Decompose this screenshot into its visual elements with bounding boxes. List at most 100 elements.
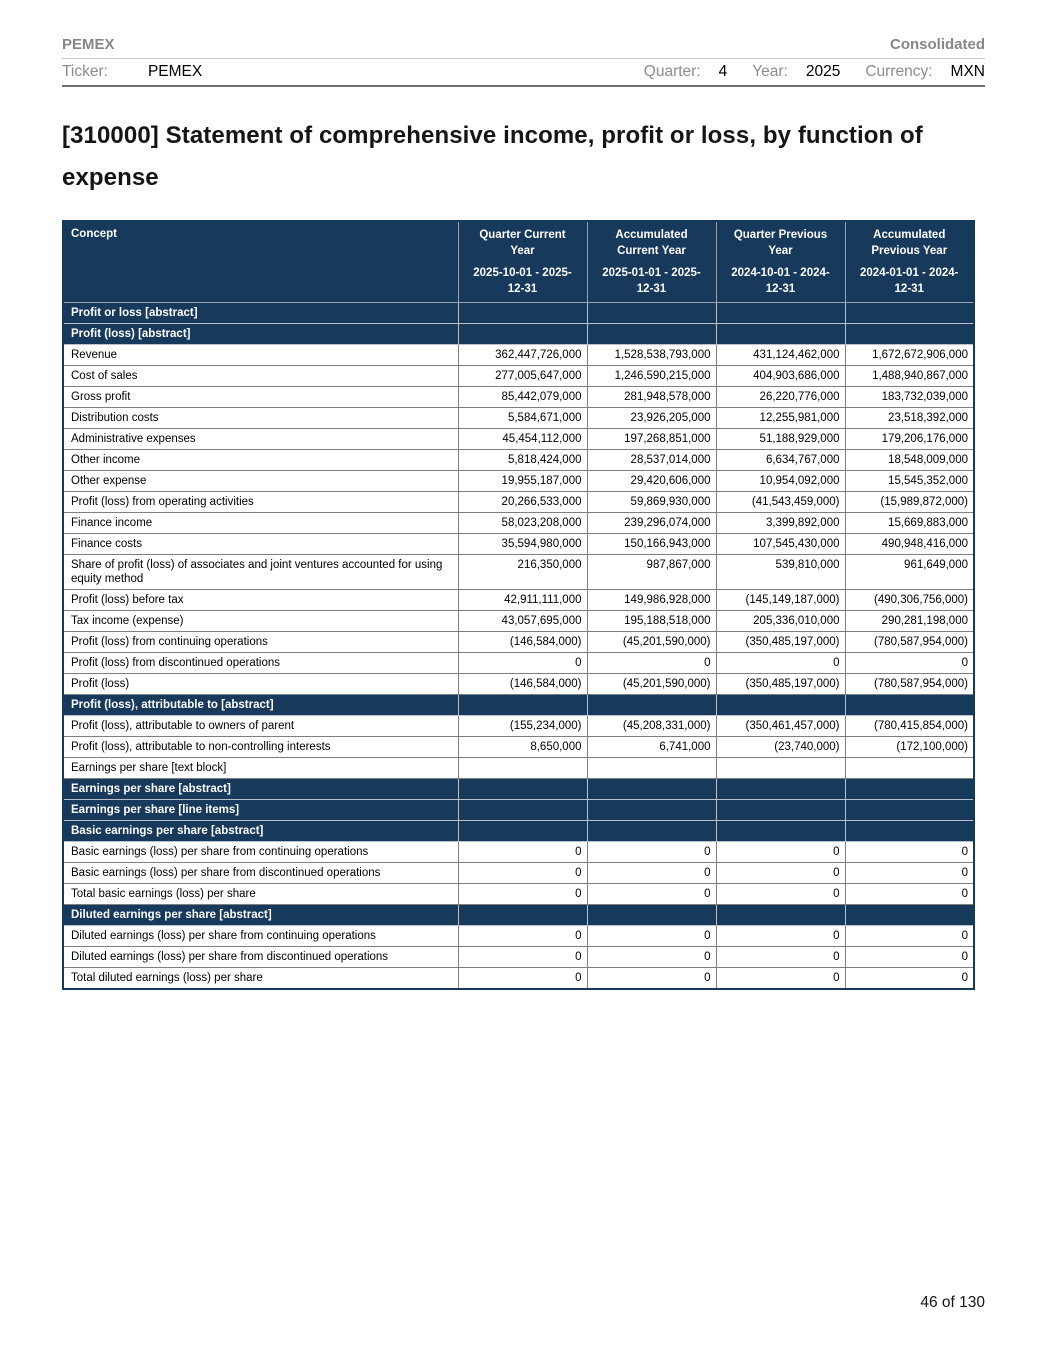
document-header-brand-row: PEMEX Consolidated bbox=[62, 36, 985, 59]
row-value: 0 bbox=[457, 967, 588, 990]
row-value: 216,350,000 bbox=[457, 554, 588, 591]
row-value: 0 bbox=[586, 652, 717, 675]
row-value: 239,296,074,000 bbox=[586, 512, 717, 535]
table-row: Total diluted earnings (loss) per share 0… bbox=[62, 967, 975, 990]
row-label: Earnings per share [text block] bbox=[62, 757, 459, 780]
row-value bbox=[586, 323, 717, 346]
row-value: 277,005,647,000 bbox=[457, 365, 588, 388]
row-value: 0 bbox=[715, 652, 846, 675]
row-label: Other income bbox=[62, 449, 459, 472]
table-row: Basic earnings per share [abstract] bbox=[62, 820, 975, 843]
row-value: 0 bbox=[715, 946, 846, 969]
row-value: 0 bbox=[715, 883, 846, 906]
row-value: 15,669,883,000 bbox=[844, 512, 975, 535]
row-label: Share of profit (loss) of associates and… bbox=[62, 554, 459, 591]
column-title: Concept bbox=[71, 228, 117, 240]
row-value: 0 bbox=[457, 652, 588, 675]
row-value: 59,869,930,000 bbox=[586, 491, 717, 514]
row-value: 149,986,928,000 bbox=[586, 589, 717, 612]
row-label: Diluted earnings (loss) per share from c… bbox=[62, 925, 459, 948]
row-label: Diluted earnings (loss) per share from d… bbox=[62, 946, 459, 969]
row-value: 0 bbox=[586, 883, 717, 906]
row-value: 0 bbox=[586, 841, 717, 864]
row-value: (45,201,590,000) bbox=[586, 673, 717, 696]
row-label: Profit (loss) before tax bbox=[62, 589, 459, 612]
column-title: Quarter Current Year bbox=[479, 229, 566, 257]
row-value bbox=[715, 778, 846, 801]
row-value: 197,268,851,000 bbox=[586, 428, 717, 451]
table-row: Earnings per share [line items] bbox=[62, 799, 975, 822]
row-value: 290,281,198,000 bbox=[844, 610, 975, 633]
row-value bbox=[457, 757, 588, 780]
ticker-label: Ticker: bbox=[62, 63, 108, 80]
row-value: 0 bbox=[715, 925, 846, 948]
row-value: 42,911,111,000 bbox=[457, 589, 588, 612]
row-value: 0 bbox=[844, 652, 975, 675]
table-row: Profit (loss) before tax 42,911,111,000 14… bbox=[62, 589, 975, 612]
row-value: (172,100,000) bbox=[844, 736, 975, 759]
row-value: 961,649,000 bbox=[844, 554, 975, 591]
row-value bbox=[844, 904, 975, 927]
row-value: 18,548,009,000 bbox=[844, 449, 975, 472]
row-label: Profit (loss) from discontinued operatio… bbox=[62, 652, 459, 675]
ticker-group: Ticker: PEMEX bbox=[62, 63, 202, 81]
currency-group: Currency: MXN bbox=[865, 63, 985, 81]
table-row: Diluted earnings per share [abstract] bbox=[62, 904, 975, 927]
row-value: 0 bbox=[844, 925, 975, 948]
row-value: 1,488,940,867,000 bbox=[844, 365, 975, 388]
table-row: Basic earnings (loss) per share from con… bbox=[62, 841, 975, 864]
document-page: PEMEX Consolidated Ticker: PEMEX Quarter… bbox=[62, 0, 985, 991]
row-value bbox=[586, 904, 717, 927]
period-group: Quarter: 4 Year: 2025 Currency: MXN bbox=[644, 63, 985, 81]
row-value: 43,057,695,000 bbox=[457, 610, 588, 633]
row-value: 20,266,533,000 bbox=[457, 491, 588, 514]
row-label: Profit (loss) [abstract] bbox=[62, 323, 459, 346]
row-label: Cost of sales bbox=[62, 365, 459, 388]
row-value: 404,903,686,000 bbox=[715, 365, 846, 388]
table-row: Gross profit 85,442,079,000 281,948,578,00… bbox=[62, 386, 975, 409]
row-value bbox=[586, 757, 717, 780]
row-value bbox=[715, 757, 846, 780]
row-value: 0 bbox=[715, 967, 846, 990]
row-value: 26,220,776,000 bbox=[715, 386, 846, 409]
row-label: Basic earnings (loss) per share from con… bbox=[62, 841, 459, 864]
row-value: 85,442,079,000 bbox=[457, 386, 588, 409]
row-value: (490,306,756,000) bbox=[844, 589, 975, 612]
table-row: Profit or loss [abstract] bbox=[62, 302, 975, 325]
row-value bbox=[715, 904, 846, 927]
row-value: (146,584,000) bbox=[457, 631, 588, 654]
row-value bbox=[457, 323, 588, 346]
table-row: Diluted earnings (loss) per share from d… bbox=[62, 946, 975, 969]
row-value: 1,246,590,215,000 bbox=[586, 365, 717, 388]
row-value bbox=[844, 323, 975, 346]
row-value bbox=[586, 799, 717, 822]
row-value: 539,810,000 bbox=[715, 554, 846, 591]
row-value: 0 bbox=[844, 946, 975, 969]
table-row: Administrative expenses 45,454,112,000 197… bbox=[62, 428, 975, 451]
table-row: Profit (loss) from continuing operations… bbox=[62, 631, 975, 654]
row-value bbox=[844, 694, 975, 717]
ticker-value: PEMEX bbox=[147, 63, 203, 80]
row-value: 0 bbox=[844, 841, 975, 864]
row-value: (146,584,000) bbox=[457, 673, 588, 696]
row-value: 5,584,671,000 bbox=[457, 407, 588, 430]
row-value: 0 bbox=[457, 925, 588, 948]
row-value: (350,485,197,000) bbox=[715, 673, 846, 696]
company-name: PEMEX bbox=[62, 36, 115, 53]
row-value: 0 bbox=[586, 946, 717, 969]
row-value: (41,543,459,000) bbox=[715, 491, 846, 514]
row-value: 0 bbox=[586, 862, 717, 885]
column-title: Accumulated Previous Year bbox=[871, 229, 948, 257]
row-value: 19,955,187,000 bbox=[457, 470, 588, 493]
row-value: 150,166,943,000 bbox=[586, 533, 717, 556]
row-label: Distribution costs bbox=[62, 407, 459, 430]
row-value bbox=[457, 799, 588, 822]
row-value bbox=[715, 799, 846, 822]
row-value bbox=[844, 820, 975, 843]
row-label: Revenue bbox=[62, 344, 459, 367]
row-value bbox=[715, 302, 846, 325]
row-label: Profit (loss), attributable to [abstract… bbox=[62, 694, 459, 717]
quarter-group: Quarter: 4 bbox=[644, 63, 727, 81]
row-value bbox=[457, 302, 588, 325]
row-value bbox=[457, 820, 588, 843]
